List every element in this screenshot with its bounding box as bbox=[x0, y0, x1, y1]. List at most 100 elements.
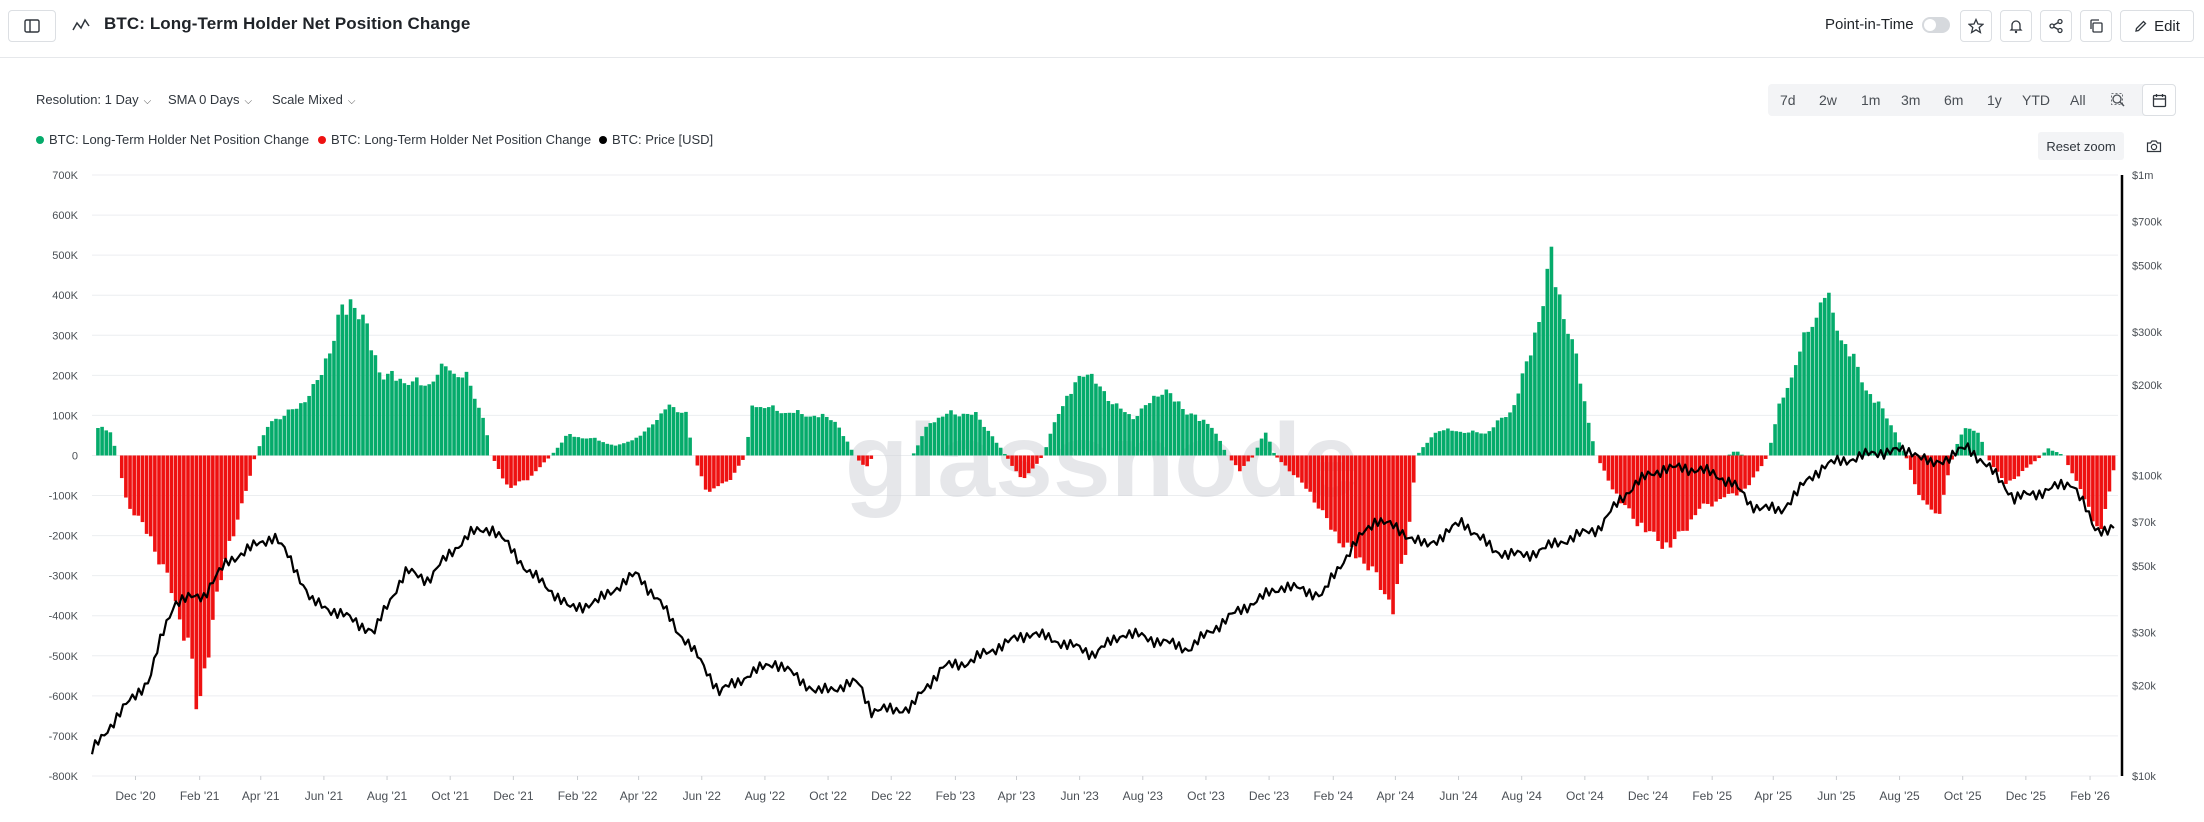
edit-button[interactable]: Edit bbox=[2120, 10, 2194, 42]
positive-net-position-bar bbox=[1528, 355, 1533, 456]
legend-item-lth-negative[interactable]: BTC: Long-Term Holder Net Position Chang… bbox=[318, 132, 591, 147]
positive-net-position-bar bbox=[1880, 408, 1885, 456]
range-6m[interactable]: 6m bbox=[1944, 92, 1964, 108]
negative-net-position-bar bbox=[1710, 455, 1714, 507]
negative-net-position-bar bbox=[699, 455, 704, 477]
range-ytd[interactable]: YTD bbox=[2022, 92, 2050, 108]
scale-dropdown[interactable]: Scale Mixed ⌵ bbox=[272, 92, 355, 107]
positive-net-position-bar bbox=[481, 417, 485, 456]
negative-net-position-bar bbox=[1743, 455, 1747, 489]
positive-net-position-bar bbox=[323, 358, 328, 456]
axes: 700K 600K 500K 400K 300K 200K 100K 0 -100K -200K -… bbox=[49, 170, 2163, 803]
positive-net-position-bar bbox=[597, 440, 601, 456]
negative-net-position-bar bbox=[1693, 455, 1698, 516]
range-1y[interactable]: 1y bbox=[1987, 92, 2002, 108]
date-picker-button[interactable] bbox=[2142, 84, 2176, 116]
negative-net-position-bar bbox=[538, 455, 542, 468]
alert-button[interactable] bbox=[2000, 10, 2032, 42]
positive-net-position-bar bbox=[1591, 441, 1595, 456]
positive-net-position-bar bbox=[622, 443, 626, 456]
share-button[interactable] bbox=[2040, 10, 2072, 42]
screenshot-button[interactable] bbox=[2142, 132, 2166, 160]
positive-net-position-bar bbox=[415, 377, 419, 456]
positive-net-position-bar bbox=[1255, 447, 1260, 456]
range-2w[interactable]: 2w bbox=[1819, 92, 1837, 108]
negative-net-position-bar bbox=[1697, 455, 1702, 509]
right-axis-tick-label: $500k bbox=[2132, 260, 2162, 272]
range-7d[interactable]: 7d bbox=[1780, 92, 1796, 108]
left-axis-tick-label: 300K bbox=[52, 330, 78, 342]
positive-net-position-bar bbox=[588, 438, 593, 456]
positive-net-position-bar bbox=[303, 402, 307, 456]
negative-net-position-bar bbox=[1026, 455, 1031, 474]
negative-net-position-bar bbox=[206, 455, 211, 658]
positive-net-position-bar bbox=[1549, 246, 1554, 456]
x-axis-tick-label: Jun '21 bbox=[305, 789, 344, 803]
negative-net-position-bar bbox=[1382, 455, 1387, 595]
positive-net-position-bar bbox=[800, 414, 804, 456]
range-1m[interactable]: 1m bbox=[1861, 92, 1881, 108]
negative-net-position-bar bbox=[1362, 455, 1366, 564]
sma-dropdown[interactable]: SMA 0 Days ⌵ bbox=[168, 92, 252, 107]
negative-net-position-bar bbox=[1320, 455, 1325, 511]
positive-net-position-bar bbox=[294, 408, 299, 456]
legend-item-price[interactable]: BTC: Price [USD] bbox=[599, 132, 713, 147]
range-3m[interactable]: 3m bbox=[1901, 92, 1921, 108]
left-axis-tick-label: 400K bbox=[52, 290, 78, 302]
negative-net-position-bar bbox=[546, 455, 551, 459]
positive-net-position-bar bbox=[688, 437, 692, 456]
negative-net-position-bar bbox=[1349, 455, 1354, 547]
resolution-dropdown[interactable]: Resolution: 1 Day ⌵ bbox=[36, 92, 151, 107]
positive-net-position-bar bbox=[270, 421, 274, 456]
negative-net-position-bar bbox=[2012, 455, 2017, 480]
positive-net-position-bar bbox=[605, 443, 610, 456]
negative-net-position-bar bbox=[1374, 455, 1379, 573]
positive-net-position-bar bbox=[452, 373, 456, 456]
point-in-time-label: Point-in-Time bbox=[1825, 16, 1914, 33]
positive-net-position-bar bbox=[1156, 396, 1160, 456]
negative-net-position-bar bbox=[202, 455, 207, 669]
negative-net-position-bar bbox=[2016, 455, 2021, 477]
reset-zoom-button[interactable]: Reset zoom bbox=[2038, 132, 2124, 160]
negative-net-position-bar bbox=[1370, 455, 1375, 567]
positive-net-position-bar bbox=[361, 314, 365, 456]
positive-net-position-bar bbox=[1578, 383, 1583, 456]
range-all[interactable]: All bbox=[2070, 92, 2086, 108]
legend-label: BTC: Price [USD] bbox=[612, 132, 714, 147]
toggle-sidebar-button[interactable] bbox=[8, 10, 56, 42]
negative-net-position-bar bbox=[1610, 455, 1615, 490]
duplicate-button[interactable] bbox=[2080, 10, 2112, 42]
negative-net-position-bar bbox=[215, 455, 219, 592]
positive-net-position-bar bbox=[584, 438, 589, 456]
negative-net-position-bar bbox=[153, 455, 157, 552]
positive-net-position-bar bbox=[936, 417, 941, 456]
negative-net-position-bar bbox=[1908, 455, 1913, 470]
favorite-button[interactable] bbox=[1960, 10, 1992, 42]
negative-net-position-bar bbox=[1250, 455, 1255, 458]
positive-net-position-bar bbox=[328, 353, 332, 456]
negative-net-position-bar bbox=[1345, 455, 1350, 543]
positive-net-position-bar bbox=[274, 418, 278, 456]
positive-net-position-bar bbox=[423, 385, 427, 456]
positive-net-position-bar bbox=[1110, 404, 1115, 456]
zoom-select-icon[interactable] bbox=[2111, 93, 2126, 108]
negative-net-position-bar bbox=[1937, 455, 1942, 514]
positive-net-position-bar bbox=[1566, 333, 1570, 456]
point-in-time-toggle[interactable] bbox=[1922, 17, 1950, 33]
positive-net-position-bar bbox=[932, 422, 937, 456]
negative-net-position-bar bbox=[124, 455, 128, 498]
positive-net-position-bar bbox=[278, 419, 282, 456]
negative-net-position-bar bbox=[2099, 455, 2103, 530]
negative-net-position-bar bbox=[244, 455, 248, 491]
positive-net-position-bar bbox=[1441, 430, 1446, 456]
share-icon bbox=[2049, 18, 2063, 34]
left-axis-tick-label: -300K bbox=[49, 571, 79, 583]
negative-net-position-bar bbox=[1672, 455, 1677, 540]
x-axis-tick-label: Jun '22 bbox=[683, 789, 722, 803]
positive-net-position-bar bbox=[1856, 366, 1860, 456]
legend-item-lth-positive[interactable]: BTC: Long-Term Holder Net Position Chang… bbox=[36, 132, 309, 147]
x-axis-tick-label: Dec '21 bbox=[493, 789, 534, 803]
toggle-knob bbox=[1924, 19, 1936, 31]
negative-net-position-bar bbox=[1904, 455, 1909, 459]
